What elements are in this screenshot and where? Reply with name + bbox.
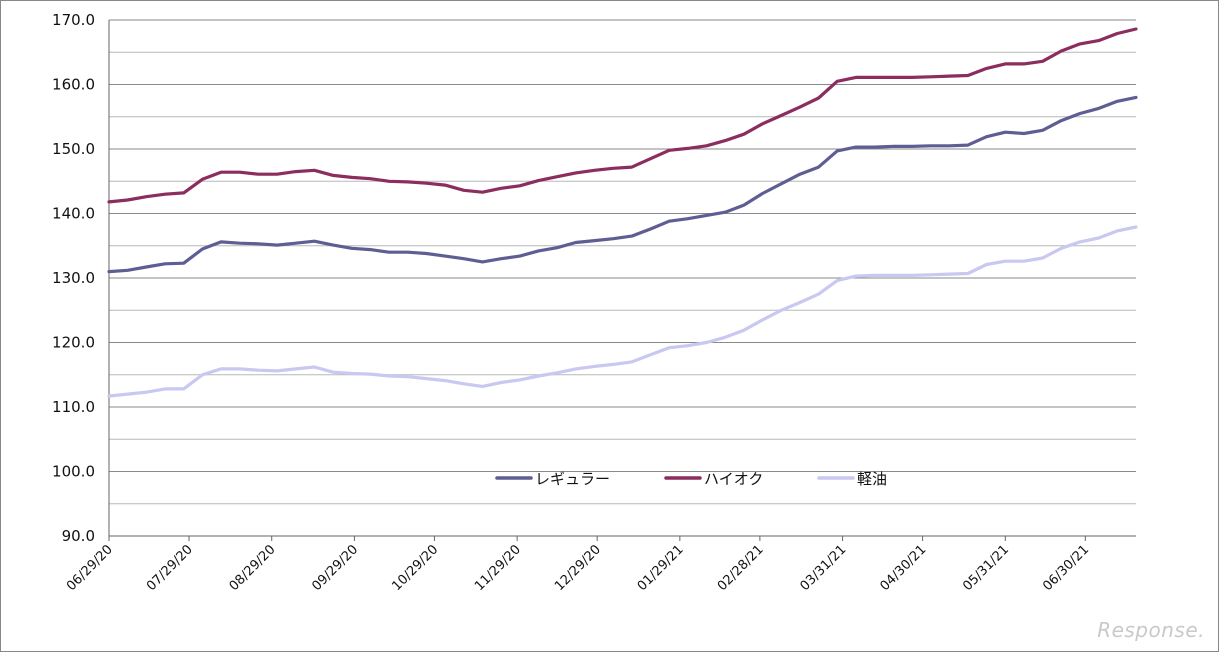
y-tick-labels: 90.0 100.0 110.0 120.0 130.0 140.0 150.0 160.0 1… bbox=[52, 11, 95, 545]
series-lines bbox=[107, 27, 1138, 398]
y-tick-label: 170.0 bbox=[52, 11, 95, 29]
y-tick-label: 150.0 bbox=[52, 140, 95, 158]
legend: レギュラー ハイオク 軽油 bbox=[495, 470, 887, 488]
y-tick-label: 130.0 bbox=[52, 269, 95, 287]
y-tick-label: 160.0 bbox=[52, 76, 95, 94]
y-tick-label: 120.0 bbox=[52, 334, 95, 352]
legend-label: 軽油 bbox=[857, 470, 887, 488]
series-line-1 bbox=[107, 95, 1138, 274]
legend-label: レギュラー bbox=[535, 470, 610, 488]
legend-label: ハイオク bbox=[704, 470, 763, 488]
axes bbox=[108, 20, 1136, 537]
y-tick-label: 110.0 bbox=[52, 398, 95, 416]
y-tick-label: 90.0 bbox=[62, 527, 95, 545]
y-tick-label: 100.0 bbox=[52, 463, 95, 481]
series-line-2 bbox=[107, 27, 1138, 204]
series-line-3 bbox=[107, 225, 1138, 398]
y-tick-label: 140.0 bbox=[52, 205, 95, 223]
response-watermark: Response. bbox=[1097, 618, 1205, 642]
